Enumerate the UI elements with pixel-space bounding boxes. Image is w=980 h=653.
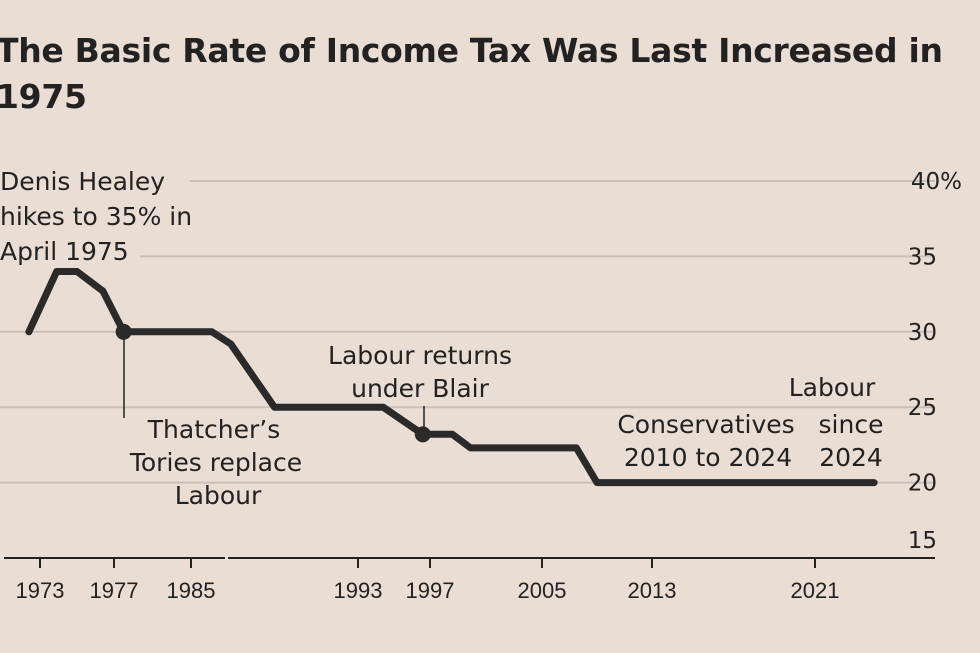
x-tick-label: 1973 bbox=[16, 578, 65, 603]
annotation-labour2024-3: 2024 bbox=[819, 443, 883, 472]
y-tick-label: 40% bbox=[911, 169, 962, 195]
annotation-healey-3: April 1975 bbox=[0, 237, 129, 266]
y-tick-label: 20 bbox=[908, 471, 937, 497]
y-tick-label: 30 bbox=[908, 320, 937, 346]
annotation-thatcher-2: Tories replace bbox=[129, 448, 302, 477]
x-tick-label: 1997 bbox=[406, 578, 455, 603]
x-tick-label: 1985 bbox=[167, 578, 216, 603]
annotation-healey-2: hikes to 35% in bbox=[0, 202, 192, 231]
annotation-conservatives-1: Conservatives bbox=[617, 410, 794, 439]
chart-title: The Basic Rate of Income Tax Was Last In… bbox=[0, 31, 943, 116]
x-tick-label: 2005 bbox=[518, 578, 567, 603]
tax-rate-line bbox=[25, 268, 878, 487]
y-tick-label: 35 bbox=[908, 244, 937, 270]
y-tick-label: 15 bbox=[908, 528, 937, 554]
annotation-thatcher-3: Labour bbox=[175, 481, 262, 510]
annotation-labour2024-1: Labour bbox=[789, 373, 876, 402]
annotation-healey-1: Denis Healey bbox=[0, 167, 165, 196]
x-tick-label: 1993 bbox=[334, 578, 383, 603]
event-marker bbox=[414, 426, 431, 443]
annotation-conservatives-2: 2010 to 2024 bbox=[624, 443, 792, 472]
x-tick-label: 2013 bbox=[628, 578, 677, 603]
x-tick-label: 1977 bbox=[90, 578, 139, 603]
y-tick-label: 25 bbox=[908, 395, 937, 421]
event-marker bbox=[115, 323, 132, 340]
annotation-blair-2: under Blair bbox=[351, 374, 490, 403]
x-tick-label: 2021 bbox=[791, 578, 840, 603]
annotation-thatcher-1: Thatcher’s bbox=[147, 415, 280, 444]
annotation-labour2024-2: since bbox=[819, 410, 884, 439]
annotation-blair-1: Labour returns bbox=[328, 341, 512, 370]
